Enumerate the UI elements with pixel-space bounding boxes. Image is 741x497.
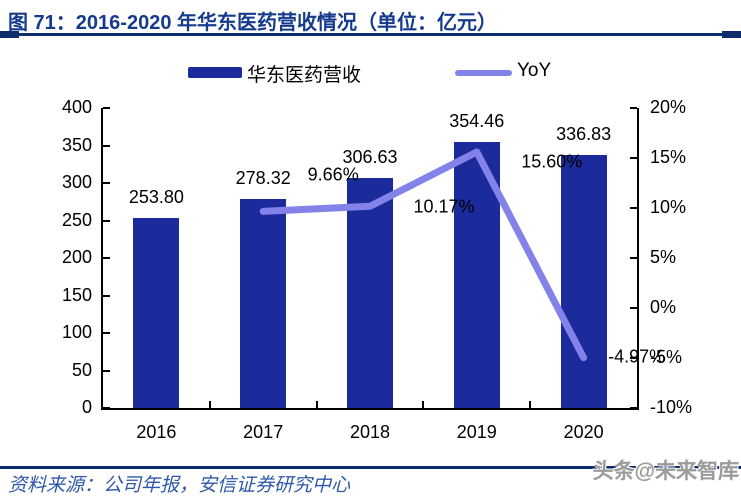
bar-2017 xyxy=(240,199,287,408)
bar-value-label: 306.63 xyxy=(342,147,398,168)
bar-value-label: 253.80 xyxy=(128,186,184,207)
y-axis-left-tick-label: 250 xyxy=(61,209,92,230)
yoy-value-label: 9.66% xyxy=(307,164,359,185)
y-axis-right-tick-label: 10% xyxy=(650,197,687,217)
y-axis-left-tick-label: 350 xyxy=(61,134,92,155)
y-axis-right-tick xyxy=(630,307,637,309)
bar-value-label: 336.83 xyxy=(556,124,612,145)
figure-title: 图 71：2016-2020 年华东医药营收情况（单位：亿元） xyxy=(8,12,498,34)
title-rule-right-cap xyxy=(722,31,741,38)
x-axis-category-label: 2017 xyxy=(243,422,284,442)
y-axis-right-tick-label: 15% xyxy=(650,147,687,167)
y-axis-right-tick-label: -5% xyxy=(650,347,683,367)
watermark: 头条@未来智库 xyxy=(592,460,739,483)
x-axis-category-label: 2019 xyxy=(456,422,497,442)
bar-2019 xyxy=(453,142,500,408)
y-axis-left-tick xyxy=(103,107,110,109)
x-axis-tick xyxy=(208,401,211,408)
y-axis-right-tick-label: 0% xyxy=(650,297,677,317)
y-axis-right-tick xyxy=(630,107,637,109)
yoy-value-label: 10.17% xyxy=(413,196,475,217)
y-axis-right-tick xyxy=(630,407,637,409)
x-axis-category-label: 2018 xyxy=(349,422,391,442)
y-axis-left-tick xyxy=(103,257,110,259)
y-axis-left-tick xyxy=(103,332,110,334)
title-rule-left-cap xyxy=(0,31,19,38)
x-axis-category-label: 2020 xyxy=(563,422,604,442)
y-axis-right-tick-label: -10% xyxy=(650,397,693,417)
y-axis-right-tick-label: 5% xyxy=(650,247,677,267)
bar-value-label: 278.32 xyxy=(235,168,291,189)
footer-rule xyxy=(0,466,741,469)
y-axis-right-tick xyxy=(630,257,637,259)
source-note: 资料来源：公司年报，安信证券研究中心 xyxy=(8,475,351,496)
y-axis-left-tick xyxy=(103,294,110,297)
x-axis xyxy=(101,408,639,410)
y-axis-right xyxy=(637,108,639,410)
title-rule xyxy=(0,33,741,36)
x-axis-category-label: 2016 xyxy=(136,422,177,442)
bar-2016 xyxy=(133,217,180,408)
bar-2020 xyxy=(560,155,607,408)
x-axis-tick xyxy=(422,401,425,408)
y-axis-left-tick xyxy=(103,407,110,409)
y-axis-left-tick-label: 50 xyxy=(71,359,92,380)
x-axis-tick xyxy=(529,401,532,408)
bar-value-label: 354.46 xyxy=(449,111,505,132)
y-axis-right-tick xyxy=(630,157,637,159)
legend-line-label: YoY xyxy=(517,60,552,81)
y-axis-right-tick xyxy=(630,207,637,209)
legend-bar-label: 华东医药营收 xyxy=(247,65,362,86)
bar-2018 xyxy=(347,178,393,408)
y-axis-left-tick xyxy=(103,219,110,222)
y-axis-left-tick xyxy=(103,369,110,372)
legend-line-swatch xyxy=(455,70,512,76)
y-axis-left xyxy=(101,108,103,410)
y-axis-left-tick-label: 100 xyxy=(61,322,92,342)
y-axis-left-tick-label: 400 xyxy=(61,97,92,117)
y-axis-left-tick-label: 300 xyxy=(61,172,92,192)
y-axis-right-tick xyxy=(630,357,637,359)
yoy-value-label: -4.97% xyxy=(608,346,666,367)
legend-bar-swatch xyxy=(188,67,242,78)
y-axis-left-tick-label: 150 xyxy=(61,284,92,305)
y-axis-left-tick-label: 200 xyxy=(61,247,92,267)
y-axis-left-tick xyxy=(103,144,110,147)
yoy-value-label: 15.60% xyxy=(521,151,583,172)
y-axis-right-tick-label: 20% xyxy=(650,97,687,117)
y-axis-left-tick xyxy=(103,182,110,184)
y-axis-left-tick-label: 0 xyxy=(81,397,92,417)
x-axis-tick xyxy=(315,401,318,408)
